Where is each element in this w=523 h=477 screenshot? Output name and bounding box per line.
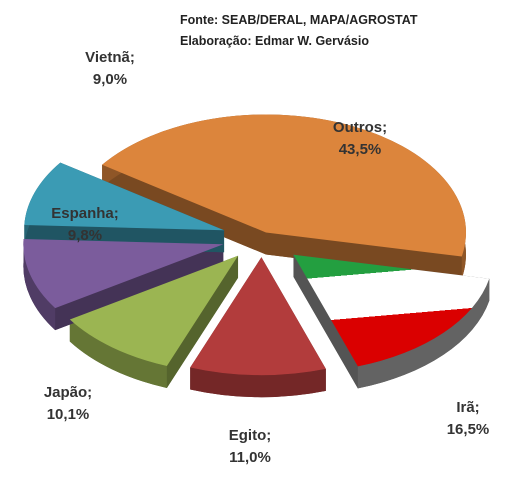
- slice: [293, 254, 490, 367]
- source-note: Fonte: SEAB/DERAL, MAPA/AGROSTAT: [180, 13, 418, 27]
- category-label: Egito;: [229, 427, 272, 444]
- value-label: 9,8%: [68, 227, 102, 244]
- category-label: Outros;: [333, 119, 387, 136]
- slice: [24, 162, 225, 231]
- value-label: 10,1%: [47, 406, 90, 423]
- slice-label: Outros; 43,5%: [333, 119, 387, 158]
- category-label: Espanha;: [51, 205, 119, 222]
- author-note: Elaboração: Edmar W. Gervásio: [180, 34, 369, 48]
- slice-side: [69, 319, 167, 388]
- value-label: 9,0%: [93, 71, 127, 88]
- value-label: 43,5%: [339, 141, 382, 158]
- slice: [102, 114, 466, 257]
- slice-edge: [102, 164, 462, 279]
- slice: [23, 238, 224, 309]
- value-label: 11,0%: [229, 449, 271, 466]
- slice-label: Espanha; 9,8%: [51, 205, 119, 244]
- slice-side: [357, 278, 490, 389]
- slice-label: Egito; 11,0%: [229, 427, 272, 466]
- slice-label: Irã; 16,5%: [447, 399, 490, 438]
- value-label: 16,5%: [447, 421, 490, 438]
- slice-label: Vietnã; 9,0%: [85, 49, 135, 88]
- slice-label: Japão; 10,1%: [44, 384, 92, 423]
- slice: [190, 257, 326, 376]
- category-label: Japão;: [44, 384, 92, 401]
- slice: [69, 255, 239, 366]
- category-label: Irã;: [456, 399, 479, 416]
- slice-side: [190, 367, 326, 398]
- category-label: Vietnã;: [85, 49, 135, 66]
- slice-side: [23, 238, 56, 331]
- pie-tops: [23, 114, 490, 376]
